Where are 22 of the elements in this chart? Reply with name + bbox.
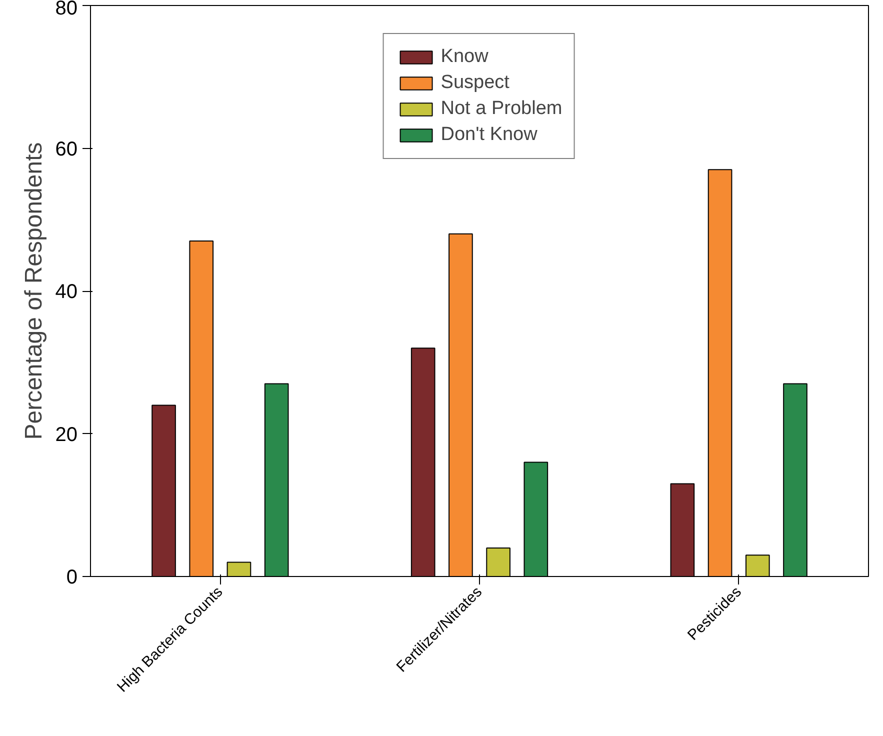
bar	[486, 547, 510, 576]
bar	[189, 240, 214, 576]
y-tick-label: 80	[55, 0, 78, 20]
bar	[708, 169, 732, 576]
legend-label: Know	[440, 46, 488, 68]
bar	[410, 348, 436, 576]
bar	[524, 462, 548, 576]
bar	[783, 383, 808, 576]
y-tick-label: 0	[66, 566, 78, 588]
legend-label: Don't Know	[440, 124, 538, 146]
bar	[264, 383, 289, 576]
y-tick-label: 20	[55, 424, 78, 446]
legend-label: Not a Problem	[440, 98, 562, 120]
bar	[745, 554, 770, 576]
y-tick-label: 40	[55, 281, 78, 303]
legend-label: Suspect	[440, 72, 510, 94]
bar	[226, 562, 252, 576]
bar	[152, 404, 176, 576]
bar	[670, 483, 695, 576]
y-tick-label: 60	[55, 138, 78, 160]
y-axis-title: Percentage of Respondents	[20, 142, 48, 440]
bar	[448, 233, 473, 576]
